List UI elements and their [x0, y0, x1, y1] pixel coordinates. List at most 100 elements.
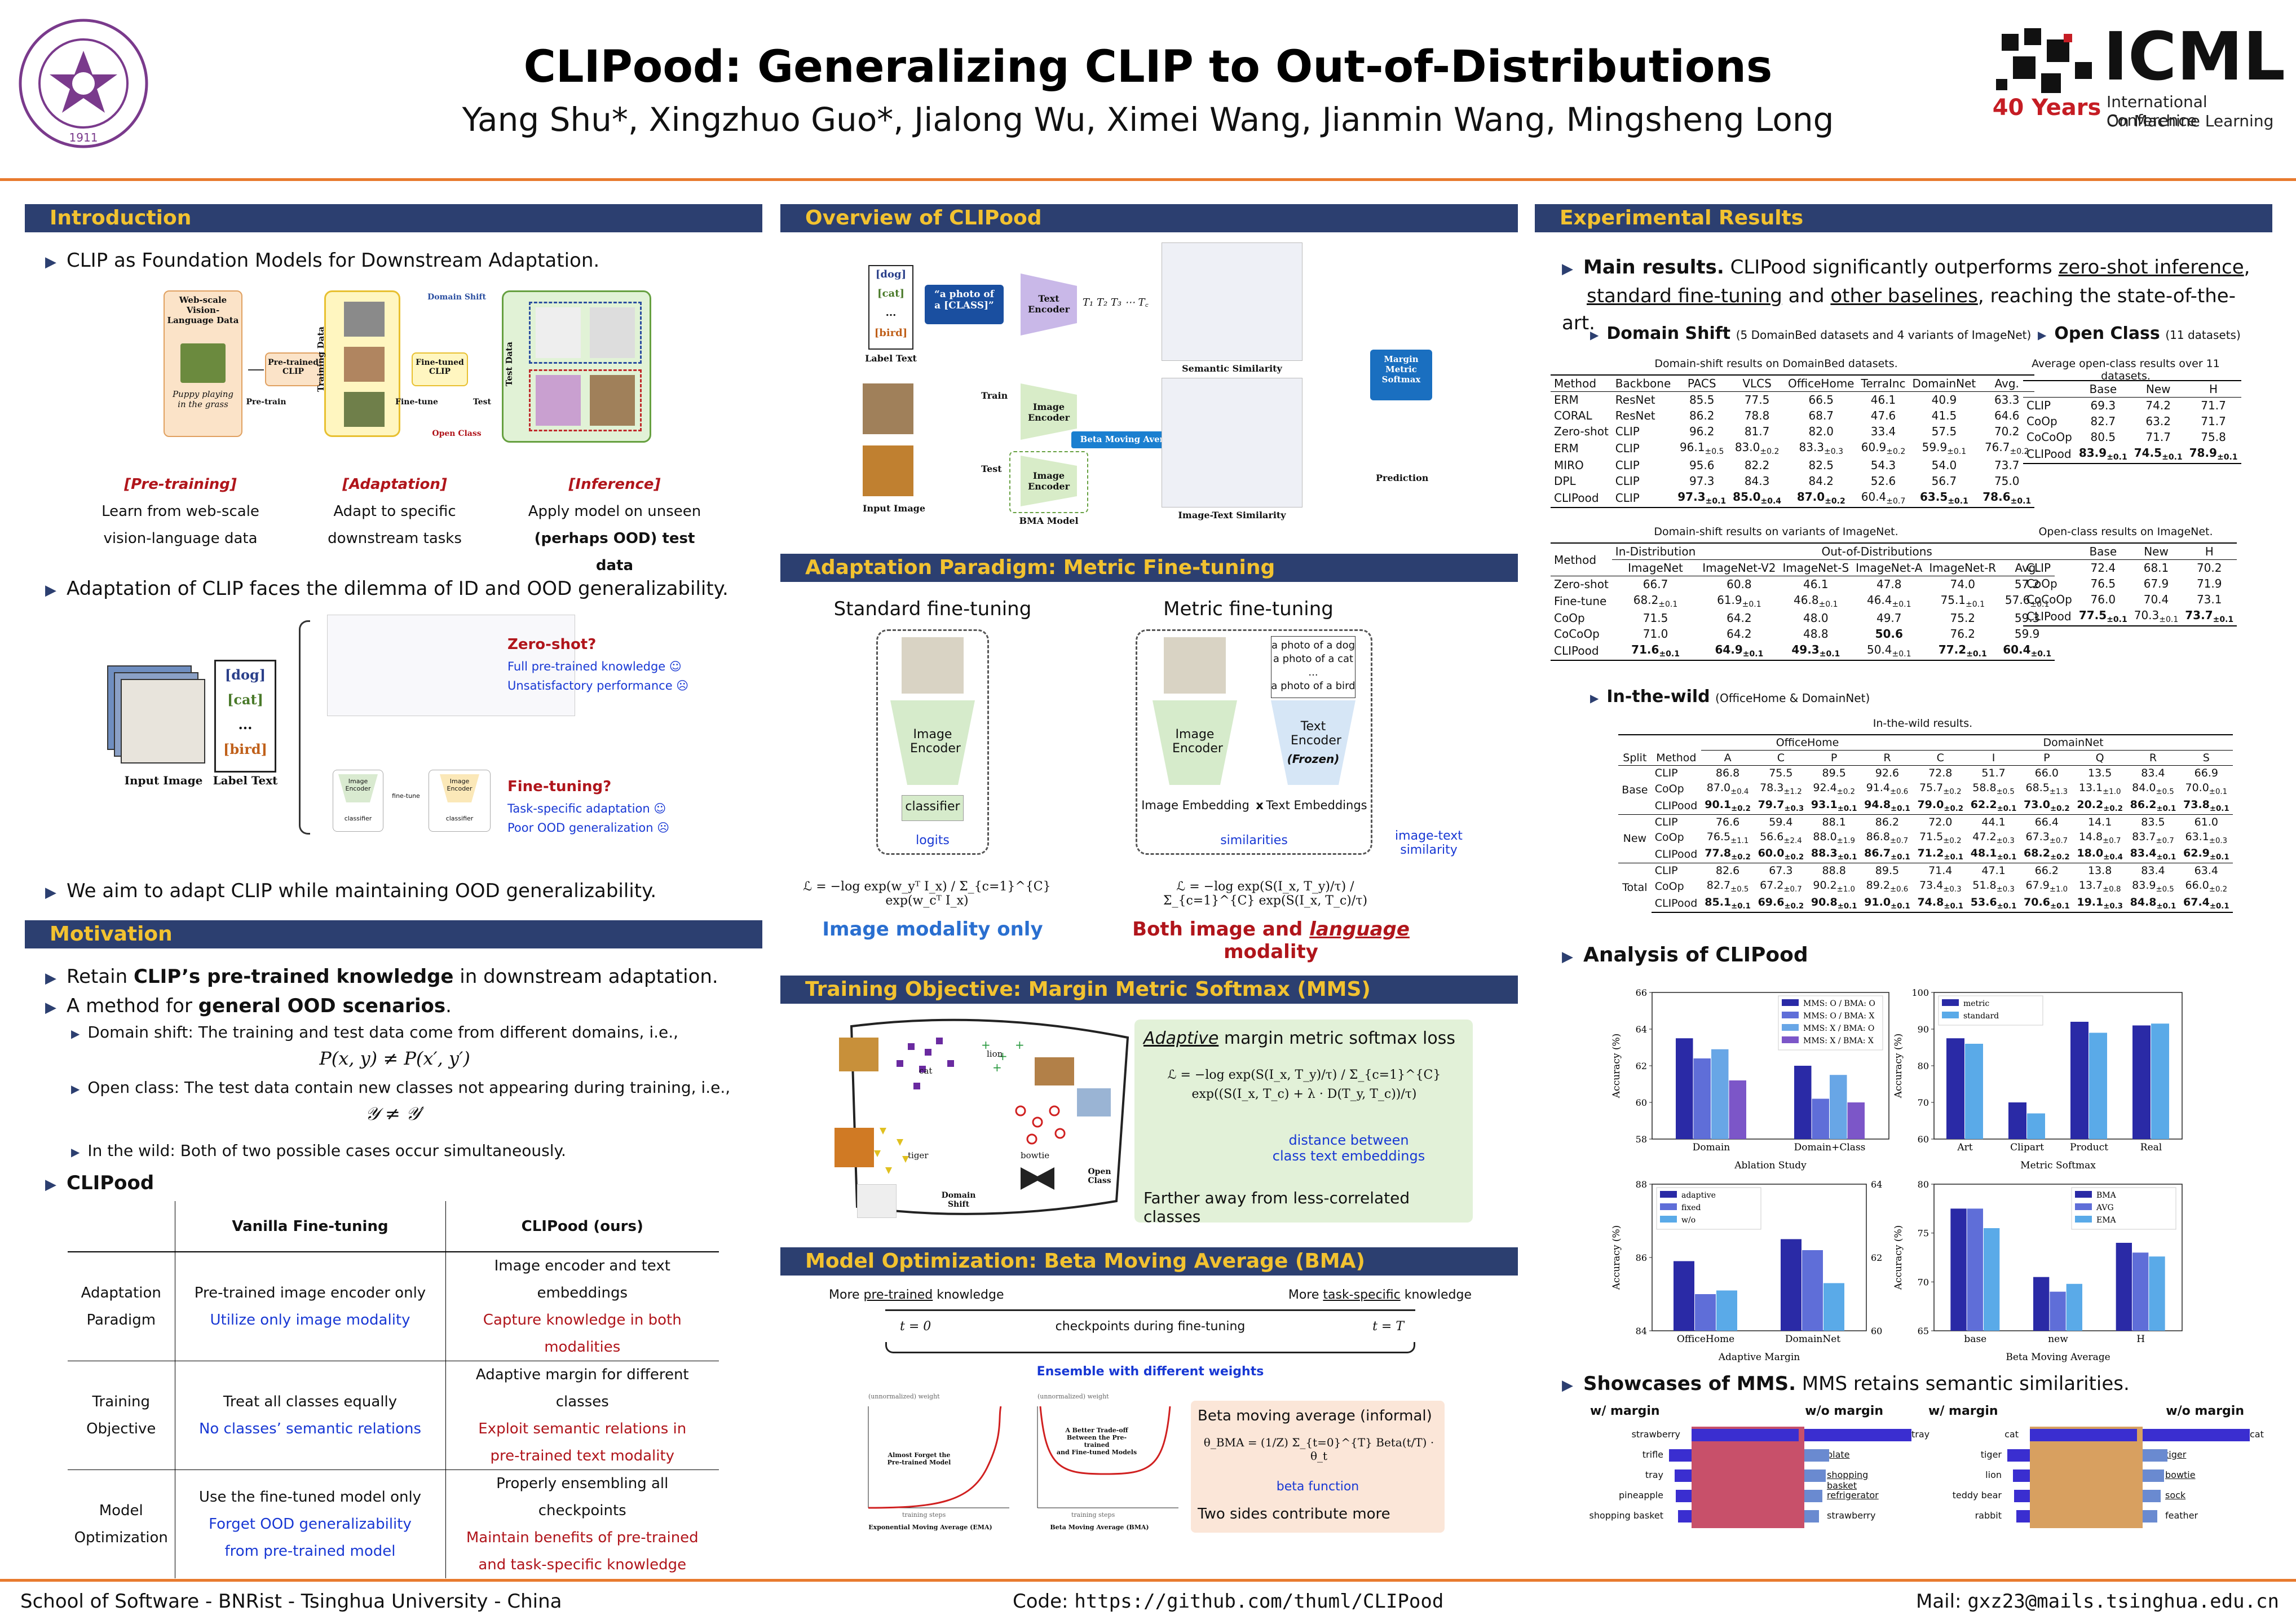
- table-cell: 60.4±0.7: [1857, 489, 1909, 508]
- mini-image-encoder-2: Image Encoder: [447, 778, 473, 792]
- paradigm-figure: Standard fine-tuning Metric fine-tuning …: [780, 592, 1518, 963]
- metric-text-encoder: Text Encoder: [1291, 720, 1341, 748]
- metric-image-embedding: Image Embedding: [1141, 798, 1249, 812]
- y-tick-label: 90: [1918, 1024, 1929, 1035]
- table-cell: 91.4±0.6: [1866, 782, 1909, 796]
- showcase-left-label: lion: [1985, 1469, 2002, 1480]
- mms-lion-image: [1035, 1057, 1074, 1085]
- std-ft-title: Standard fine-tuning: [833, 598, 1032, 620]
- footer-code-link[interactable]: https://github.com/thuml/CLIPood: [1074, 1590, 1444, 1613]
- x-tick-label: new: [2048, 1334, 2068, 1345]
- intro-bullet-1-text: CLIP as Foundation Models for Downstream…: [67, 249, 600, 272]
- table-cell: CoCoOp: [2026, 593, 2072, 606]
- cmp-corner: [68, 1201, 175, 1252]
- std-ft-box: [876, 629, 989, 855]
- table-cell: Base: [1622, 783, 1648, 796]
- table-cell: 73.0±0.2: [2024, 798, 2070, 813]
- table-cell: 90.1±0.2: [1705, 798, 1751, 813]
- label-text-caption: Label Text: [213, 774, 278, 787]
- bma-more-task: More task-specific knowledge: [1288, 1288, 1472, 1302]
- table-cell: 72.0: [1914, 814, 1967, 829]
- y-tick-label: 64: [1636, 1024, 1647, 1035]
- test-image-lion: [590, 375, 635, 426]
- legend-swatch: [2075, 1216, 2092, 1223]
- bar: [1812, 1098, 1829, 1139]
- table-cell: 84.8±0.1: [2126, 894, 2180, 913]
- bar: [1729, 1080, 1746, 1139]
- open-class-label: Open Class: [432, 429, 482, 438]
- bar: [2089, 1032, 2107, 1139]
- legend-swatch: [1782, 999, 1799, 1006]
- showcase-right-bar: [1804, 1510, 1819, 1522]
- table-cell: Avg.: [1999, 559, 2055, 576]
- table-cell: I: [1967, 750, 2020, 766]
- showcase-right-label: shopping basket: [1827, 1469, 1869, 1491]
- ov-label-dog: [dog]: [875, 268, 907, 280]
- mms-farther: Farther away from less-correlated classe…: [1143, 1189, 1410, 1226]
- table-cell: 53.6±0.1: [1967, 894, 2020, 913]
- results-heading: Experimental Results: [1535, 204, 2272, 232]
- showcase-left-bar: [1675, 1469, 1692, 1482]
- ov-text-tokens: T₁ T₂ T₃ ⋯ T꜀: [1083, 297, 1149, 308]
- showcase-right-bar: [1804, 1449, 1829, 1462]
- cmp-row-objective: Training Objective: [68, 1361, 175, 1470]
- pretrained-clip-box: Pre-trained CLIP: [268, 358, 319, 376]
- table-row: CLIPood CLIP 97.3±0.1 85.0±0.4 87.0±0.2 60.4±…: [1551, 489, 2035, 508]
- table-cell: [1618, 734, 1652, 751]
- table-cell: 47.1: [1967, 863, 2020, 879]
- table-cell: 71.5: [1642, 611, 1668, 625]
- stage-pretraining: [Pre-training] Learn from web-scale visi…: [96, 471, 265, 552]
- stage-line: Adapt to specific: [333, 503, 456, 520]
- table-cell: 68.2±0.1: [1633, 593, 1678, 609]
- table-row: CLIPood 90.1±0.2 79.7±0.3 93.1±0.1 94.8±0.1 7…: [1618, 797, 2233, 814]
- legend-label: AVG: [2096, 1203, 2114, 1212]
- ov-image-text-sim: Image-Text Similarity: [1178, 510, 1286, 520]
- showcase-left-label: teddy bear: [1952, 1490, 2002, 1501]
- table-cell: 67.4±0.1: [2179, 894, 2233, 913]
- legend-swatch: [1660, 1216, 1677, 1223]
- ov-semantic-sim: Semantic Similarity: [1182, 363, 1282, 374]
- table-cell: 51.8±0.3: [1972, 879, 2015, 894]
- bma-box-title: Beta moving average (informal): [1198, 1407, 1432, 1424]
- table-cell: CoOp: [1654, 831, 1684, 844]
- showcase-right-label: plate: [1827, 1449, 1850, 1460]
- y-tick-label: 70: [1918, 1097, 1929, 1108]
- bma-top: More pre-trained knowledge More task-spe…: [829, 1288, 1472, 1389]
- table-row: CLIPood 71.6±0.1 64.9±0.1 49.3±0.1 50.4±0.1 7…: [1551, 642, 2055, 661]
- showcase-left-label: rabbit: [1975, 1510, 2002, 1521]
- table-cell: CoCoOp: [2026, 430, 2072, 444]
- table-cell: CoOp: [2026, 414, 2057, 428]
- footer-mail-link[interactable]: gxz23@mails.tsinghua.edu.cn: [1967, 1590, 2279, 1613]
- showcase-right-label: strawberry: [1827, 1510, 1876, 1521]
- table-cell: CoCoOp: [1554, 627, 1600, 641]
- table-cell: 49.7: [1876, 611, 1902, 625]
- table-cell: 14.8±0.7: [2078, 830, 2121, 845]
- legend-swatch: [1782, 1036, 1799, 1043]
- table-cell: 78.9±0.1: [2185, 445, 2241, 464]
- domain-shift-label: Domain Shift: [427, 293, 486, 302]
- mms-loss-equation: ℒ = −log exp(S(I_x, T_y)/τ) / Σ_{c=1}^{C…: [1167, 1068, 1441, 1101]
- label-dog: [dog]: [224, 667, 266, 683]
- table-cell: DomainNet: [1914, 734, 2233, 751]
- motivation-sub-1: ▶ Domain shift: The training and test dat…: [71, 1023, 679, 1042]
- legend-label: MMS: O / BMA: O: [1803, 999, 1875, 1008]
- openclass-imagenet-table: Base New H CLIP 72.4 68.1 70.2 CoOp 76.5 67.9 71.9…: [2023, 542, 2237, 626]
- bar: [1950, 1208, 1967, 1331]
- metric-its-label: image-text similarity: [1395, 829, 1463, 857]
- table-cell: 50.6: [1875, 627, 1903, 641]
- finetune-mini-diagram: Image Encoder classifier fine-tune Image…: [333, 770, 496, 832]
- motivation-heading: Motivation: [25, 920, 762, 948]
- showcase-right-title: w/o margin: [2166, 1404, 2244, 1418]
- motivation-clipood: ▶ CLIPood: [45, 1172, 154, 1194]
- table-cell: 52.6: [1870, 474, 1896, 488]
- table-cell: Method: [1651, 750, 1701, 766]
- table-cell: New: [2130, 380, 2186, 398]
- oc-subtitle: ▶ Open Class (11 datasets): [2038, 324, 2241, 343]
- stage-adaptation: [Adaptation] Adapt to specific downstrea…: [310, 471, 479, 552]
- table-cell: 76.6: [1701, 814, 1755, 829]
- table-cell: 60.0±0.2: [1758, 847, 1804, 862]
- image-modality-only: Image modality only: [822, 918, 1043, 941]
- table-cell: 83.4: [2141, 767, 2165, 779]
- table-row: Total CLIP 82.6 67.3 88.8 89.5 71.4 47.1 66.2 13.…: [1618, 863, 2233, 912]
- table-cell: 74.0: [1950, 577, 1976, 591]
